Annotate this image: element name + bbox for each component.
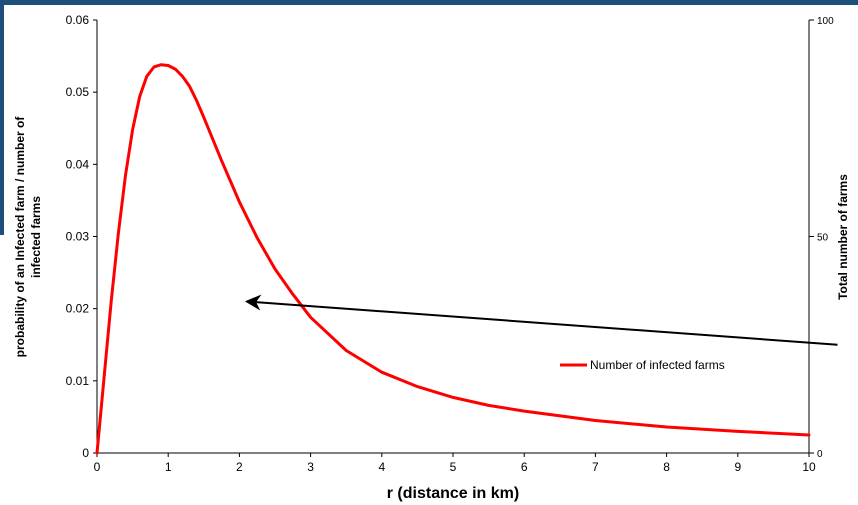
y-tick-label: 0.04 [66,157,90,171]
y2-tick-label: 100 [817,16,834,27]
x-tick-label: 1 [165,460,172,474]
x-tick-label: 10 [802,460,816,474]
side-accent-bar [0,5,4,235]
x-tick-label: 2 [236,460,243,474]
y-tick-label: 0 [82,446,89,460]
legend: Number of infected farms [560,358,725,372]
y-axis-title-line-1: probability of an Infected farm / number… [13,116,27,358]
y2-tick-label: 50 [817,233,829,244]
y-axis-title: probability of an Infected farm / number… [13,116,43,358]
y2-axis-title: Total number of farms [836,174,850,300]
y-tick-label: 0.06 [66,13,90,27]
x-tick-label: 7 [592,460,599,474]
legend-label: Number of infected farms [590,358,725,372]
annotation-arrow [244,294,838,346]
x-tick-label: 5 [450,460,457,474]
series-line-number-of-infected-farms [95,63,811,455]
x-axis-title: r (distance in km) [387,485,519,502]
y-axis-title-line-2: infected farms [29,196,43,278]
y-tick-label: 0.02 [66,302,90,316]
y2-tick-group: 0 50 100 [809,16,834,460]
header-band [0,0,858,5]
x-tick-label: 8 [663,460,670,474]
x-tick-label: 4 [378,460,385,474]
x-tick-group: 0 1 2 3 4 5 6 7 8 9 10 [94,453,816,474]
x-tick-label: 0 [94,460,101,474]
y2-tick-label: 0 [817,449,823,460]
y-tick-label: 0.01 [66,374,90,388]
y-tick-label: 0.05 [66,85,90,99]
x-tick-label: 6 [521,460,528,474]
x-tick-label: 9 [734,460,741,474]
y-tick-group: 0 0.01 0.02 0.03 0.04 0.05 0.06 [66,13,97,460]
x-tick-label: 3 [307,460,314,474]
y-tick-label: 0.03 [66,230,90,244]
